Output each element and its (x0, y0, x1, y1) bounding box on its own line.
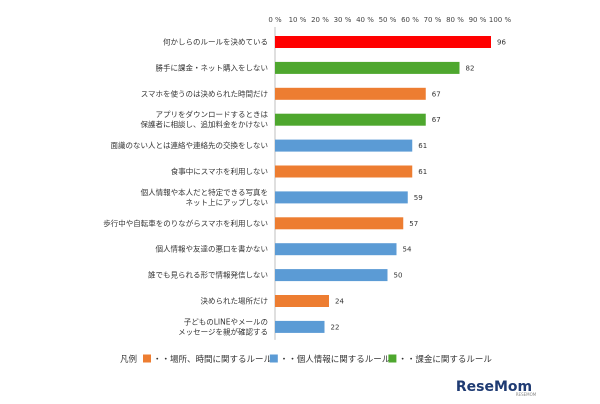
legend-swatch (269, 354, 278, 363)
bar (275, 269, 388, 282)
x-tick-label: 0 % (268, 16, 282, 24)
bar (275, 243, 397, 256)
bar-value-label: 22 (331, 323, 340, 331)
x-tick-label: 100 % (489, 16, 512, 24)
category-labels: 何かしらのルールを決めている勝手に課金・ネット購入をしないスマホを使うのは決めら… (103, 37, 268, 337)
category-label-line: メッセージを親が確認する (178, 326, 268, 336)
bar (275, 295, 329, 307)
legend-swatch (143, 354, 151, 363)
legend-entry-label: ・・個人情報に関するルール (280, 354, 391, 365)
x-tick-label: 70 % (424, 16, 442, 24)
bar-value-label: 54 (403, 246, 412, 254)
x-tick-label: 30 % (334, 16, 352, 24)
category-label: 勝手に課金・ネット購入をしない (156, 62, 269, 72)
category-label: 歩行中や自転車をのりながらスマホを利用しない (103, 218, 268, 228)
category-label: 決められた場所だけ (201, 296, 269, 306)
bar (275, 87, 426, 100)
bar (275, 191, 408, 204)
category-label-line: 勝手に課金・ネット購入をしない (156, 62, 269, 72)
x-tick-label: 80 % (446, 16, 464, 24)
bar-value-label: 61 (418, 168, 427, 176)
resemom-logo-text: ReseMom (456, 379, 532, 395)
legend-entry-label: ・・課金に関するルール (398, 354, 492, 365)
bar (275, 61, 460, 74)
bar-value-label: 67 (432, 90, 441, 98)
category-label-line: 保護者に相談し、追加料金をかけない (141, 119, 269, 129)
bar-value-label: 82 (466, 64, 475, 72)
category-label-line: スマホを使うのは決められた時間だけ (141, 88, 268, 98)
bars: 96 82 67 67 61 61 59 57 54 50 24 22 (275, 36, 506, 333)
x-tick-label: 40 % (356, 16, 374, 24)
resemom-logo-subtext: RESEMOM (516, 392, 537, 397)
bar (275, 320, 325, 333)
category-label-line: 個人情報や友達の悪口を書かない (156, 244, 269, 254)
category-label: 面識のない人とは連絡や連絡先の交換をしない (111, 140, 269, 150)
category-label-line: 面識のない人とは連絡や連絡先の交換をしない (111, 140, 269, 150)
x-axis-ticks: 0 % 10 % 20 % 30 % 40 % 50 % 60 % 70 % 80 % 90 % 1… (268, 16, 511, 24)
bar-value-label: 24 (335, 298, 344, 306)
category-label-line: 食事中にスマホを利用しない (171, 166, 268, 176)
x-tick-label: 10 % (289, 16, 307, 24)
category-label-line: 誰でも見られる形で情報発信しない (148, 270, 268, 280)
category-label: 何かしらのルールを決めている (163, 37, 268, 47)
x-tick-label: 90 % (469, 16, 487, 24)
bar-value-label: 57 (409, 220, 418, 228)
bar (275, 36, 491, 48)
category-label: スマホを使うのは決められた時間だけ (141, 88, 268, 98)
legend-swatch (388, 354, 397, 363)
bar-value-label: 59 (414, 194, 423, 202)
category-label-line: 子どものLINEやメールの (184, 317, 268, 326)
category-label: 子どものLINEやメールのメッセージを親が確認する (178, 317, 268, 336)
bar (275, 139, 413, 152)
logo: ReseMom RESEMOM (456, 379, 537, 397)
category-label-line: ネット上にアップしない (186, 198, 269, 207)
bar-value-label: 50 (394, 272, 403, 280)
category-label: 個人情報や本人だと特定できる写真をネット上にアップしない (141, 187, 268, 207)
x-tick-label: 20 % (311, 16, 329, 24)
bar-value-label: 67 (432, 116, 441, 124)
category-label: 個人情報や友達の悪口を書かない (156, 244, 269, 254)
category-label-line: 決められた場所だけ (201, 296, 269, 306)
category-label: 食事中にスマホを利用しない (171, 166, 268, 176)
category-label: アプリをダウンロードするときは保護者に相談し、追加料金をかけない (141, 109, 269, 129)
category-label: 誰でも見られる形で情報発信しない (148, 270, 268, 280)
legend: 凡例 ・・場所、時間に関するルール ・・個人情報に関するルール ・・課金に関するルール (120, 354, 492, 365)
category-label-line: 歩行中や自転車をのりながらスマホを利用しない (103, 218, 268, 228)
x-tick-label: 60 % (401, 16, 419, 24)
category-label-line: 個人情報や本人だと特定できる写真を (141, 187, 268, 197)
bar-value-label: 61 (418, 142, 427, 150)
category-label-line: アプリをダウンロードするときは (156, 109, 269, 119)
category-label-line: 何かしらのルールを決めている (163, 37, 268, 47)
bar-value-label: 96 (497, 39, 506, 47)
legend-entry-label: ・・場所、時間に関するルール (153, 354, 273, 365)
x-tick-label: 50 % (379, 16, 397, 24)
bar (275, 165, 413, 178)
legend-prefix: 凡例 (120, 354, 137, 365)
bar (275, 217, 404, 230)
bar (275, 113, 426, 126)
